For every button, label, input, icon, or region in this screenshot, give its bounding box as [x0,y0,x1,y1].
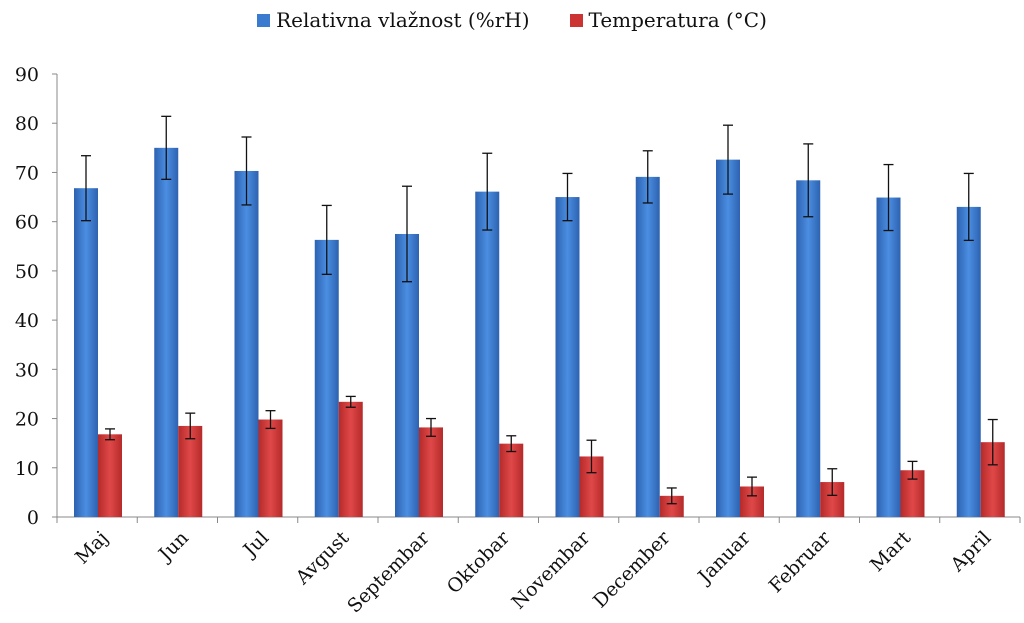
y-tick-label: 30 [15,359,39,381]
legend-swatch-humidity [257,13,271,27]
y-tick-label: 70 [15,162,39,184]
y-tick-label: 90 [15,64,39,86]
bar-temperature [178,425,203,517]
y-tick-label: 80 [15,113,39,135]
y-tick-label: 0 [27,507,39,529]
legend-item-temperature: Temperatura (°C) [569,8,767,32]
legend-item-humidity: Relativna vlažnost (%rH) [257,8,530,32]
x-tick-label: Jun [153,527,193,567]
bar-humidity [716,159,740,517]
bar-humidity [956,206,981,517]
x-tick-label: Januar [693,526,756,589]
bar-humidity [635,176,660,517]
legend: Relativna vlažnost (%rH) Temperatura (°C… [0,8,1024,32]
x-tick-label: Februar [765,526,836,597]
x-tick-label: Mart [866,527,915,576]
bar-humidity [74,188,98,517]
x-tick-label: Novembar [507,526,594,613]
x-tick-label: Oktobar [443,526,515,598]
legend-label-temperature: Temperatura (°C) [588,8,767,32]
bar-humidity [555,197,580,518]
bar-temperature [499,443,524,517]
x-tick-label: Jul [238,527,273,562]
y-tick-label: 60 [15,212,39,234]
x-tick-label: Avgust [291,527,354,590]
bar-humidity [234,170,259,517]
bar-humidity [876,197,901,517]
bar-temperature [98,434,122,517]
y-tick-label: 50 [15,261,39,283]
bar-humidity [475,191,500,517]
y-tick-label: 20 [15,409,39,431]
legend-label-humidity: Relativna vlažnost (%rH) [276,8,530,32]
legend-swatch-temperature [569,13,583,27]
bar-temperature [419,427,443,517]
bars [74,147,1005,518]
y-tick-label: 10 [15,458,39,480]
x-tick-label: Maj [71,527,112,568]
x-tick-label: Septembar [343,526,434,617]
bar-temperature [338,401,363,517]
x-tick-label: December [589,526,675,612]
bar-temperature [258,419,283,517]
x-tick-label: April [946,527,996,577]
error-bars [81,115,998,505]
y-tick-label: 40 [15,310,39,332]
bar-humidity [314,239,339,517]
bar-humidity [796,180,821,517]
axes [52,73,1021,523]
bar-temperature [659,495,684,517]
bar-humidity [154,147,179,518]
